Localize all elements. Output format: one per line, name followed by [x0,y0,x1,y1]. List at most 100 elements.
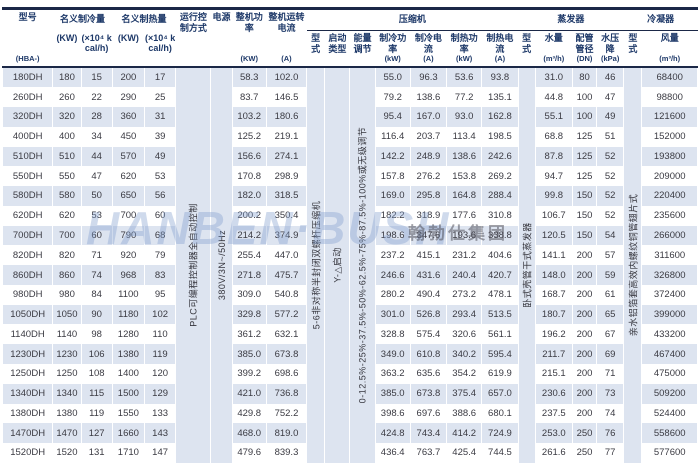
spec-cell: 231.2 [446,245,483,266]
spec-cell: 182.0 [231,186,267,206]
spec-cell: 200 [571,265,598,285]
spec-cell: 475.7 [265,265,308,285]
spec-cell: 52 [596,186,625,206]
model-cell: 320DH [1,107,54,127]
spec-cell: 237.5 [534,403,573,424]
spec-cell: 375.4 [446,383,483,404]
spec-cell: 311600 [641,245,698,266]
col-header-heating-kcal: (×10⁴ kcal/h) [143,30,177,68]
col-group-evaporator: 蒸发器 [517,7,625,31]
spec-cell: 138.6 [409,87,448,108]
spec-cell: 125 [571,146,598,167]
spec-cell: 421.0 [231,383,267,404]
spec-cell: 46 [596,66,625,88]
spec-cell: 169.0 [374,186,411,206]
spec-cell: 116.4 [374,126,411,147]
spec-cell: 203.7 [409,126,448,147]
spec-cell: 47 [596,87,625,108]
spec-cell: 106 [80,344,113,364]
spec-cell: 209000 [641,166,698,187]
model-cell: 510DH [1,146,54,167]
spec-cell: 673.8 [409,383,448,404]
spec-cell: 133 [143,403,177,424]
spec-cell: 255.4 [231,245,267,266]
spec-cell: 211.7 [534,344,573,364]
model-cell: 820DH [1,245,54,266]
spec-cell: 657.0 [481,383,519,404]
spec-cell: 164.8 [446,186,483,206]
spec-cell: 67 [596,324,625,345]
spec-cell: 1100 [111,284,145,305]
spec-cell: 860 [52,265,82,285]
spec-cell: 385.0 [231,344,267,364]
col-header-heat-power: 制热功率 (kW) [446,30,483,68]
spec-cell: 363.2 [374,363,411,384]
spec-cell: 121600 [641,107,698,127]
spec-cell: 1380 [52,403,82,424]
spec-cell: 200 [571,324,598,345]
spec-cell: 1550 [111,403,145,424]
spec-cell: 320 [52,107,82,127]
spec-cell: 219.1 [265,126,308,147]
spec-cell: 577600 [641,443,698,463]
spec-cell: 162.8 [481,107,519,127]
model-cell: 260DH [1,87,54,108]
spec-cell: 752.2 [265,403,308,424]
spec-cell: 404.6 [481,245,519,266]
spec-cell: 763.7 [409,443,448,463]
model-cell: 1380DH [1,403,54,424]
spec-row: 1520DH 1520 131 1710 147 479.6 839.3 436.4 763.7… [1,443,698,463]
spec-cell: 52 [596,166,625,187]
spec-cell: 68 [143,225,177,246]
control-mode-cell-text: PLC可编程控制器全自动控制 [188,203,199,327]
spec-cell: 129 [143,383,177,404]
spec-cell: 200.2 [231,205,267,226]
spec-cell: 80 [571,66,598,88]
control-mode-cell: PLC可编程控制器全自动控制 [175,66,212,463]
spec-cell: 242.6 [481,146,519,167]
spec-cell: 54 [596,225,625,246]
spec-cell: 269.2 [481,166,519,187]
spec-cell: 167.0 [409,107,448,127]
spec-cell: 59 [596,265,625,285]
col-header-control: 运行控制方式 [175,7,212,68]
spec-cell: 152000 [641,126,698,147]
spec-cell: 230.6 [534,383,573,404]
spec-cell: 318.9 [409,205,448,226]
spec-cell: 399.2 [231,363,267,384]
spec-cell: 436.4 [374,443,411,463]
spec-cell: 1140 [52,324,82,345]
spec-cell: 68400 [641,66,698,88]
spec-cell: 680.1 [481,403,519,424]
model-cell: 1520DH [1,443,54,463]
spec-cell: 180.7 [534,304,573,325]
spec-cell: 125 [571,126,598,147]
spec-cell: 385.0 [374,383,411,404]
spec-cell: 288.4 [481,186,519,206]
spec-cell: 146.5 [265,87,308,108]
spec-cell: 388.6 [446,403,483,424]
col-header-compressor-type: 型式 [306,30,326,68]
spec-cell: 200 [571,344,598,364]
spec-cell: 25 [143,87,177,108]
spec-cell: 1250 [52,363,82,384]
spec-cell: 478.1 [481,284,519,305]
spec-cell: 103.2 [231,107,267,127]
spec-cell: 28 [80,107,113,127]
spec-cell: 102.0 [265,66,308,88]
spec-cell: 120.5 [534,225,573,246]
spec-cell: 479.6 [231,443,267,463]
spec-cell: 177.6 [446,205,483,226]
col-header-pipe-diameter: 配管管径 (DN) [571,30,598,68]
spec-cell: 125.2 [231,126,267,147]
spec-cell: 280.2 [374,284,411,305]
spec-cell: 429.8 [231,403,267,424]
spec-cell: 398.6 [374,403,411,424]
spec-cell: 150 [571,205,598,226]
spec-row: 320DH 320 28 360 31 103.2 180.6 95.4 167.0 93.0 16… [1,107,698,127]
spec-cell: 31.0 [534,66,573,88]
spec-cell: 266000 [641,225,698,246]
spec-cell: 290 [111,87,145,108]
spec-cell: 468.0 [231,423,267,444]
spec-cell: 980 [52,284,82,305]
